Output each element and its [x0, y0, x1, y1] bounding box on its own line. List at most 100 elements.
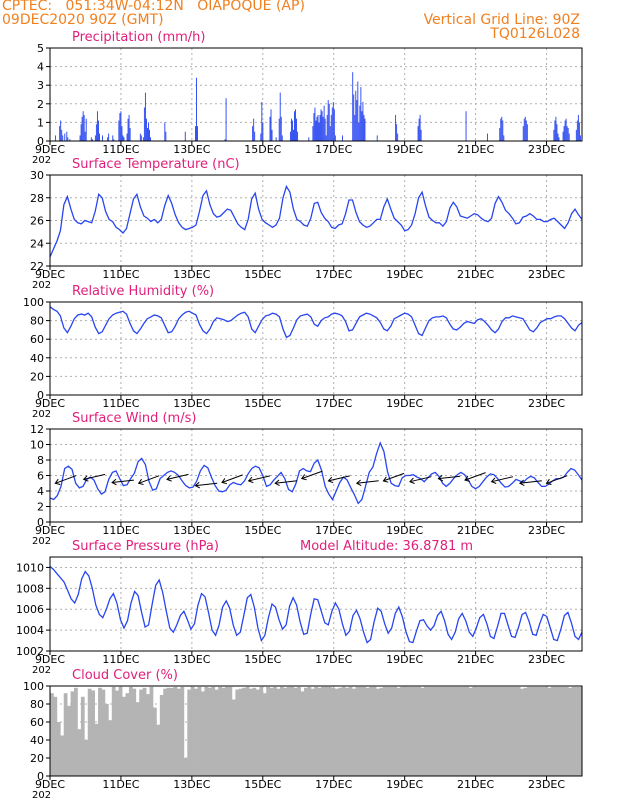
- precip-bar: [80, 124, 82, 141]
- precip-bar: [289, 131, 291, 141]
- pressure-title: Surface Pressure (hPa): [72, 539, 219, 554]
- wind-arrow-head: [437, 474, 444, 482]
- cloud-bar: [176, 688, 181, 776]
- precip-bar: [61, 129, 63, 141]
- cloud-bar: [578, 686, 583, 776]
- cloud-bar: [139, 689, 144, 776]
- cloud-bar: [98, 687, 102, 776]
- precip-bar: [97, 120, 99, 141]
- cloud-bar: [444, 686, 449, 776]
- precipitation-ytick-label: 0: [37, 135, 44, 148]
- cloud-bar: [492, 686, 497, 776]
- precip-bar: [269, 116, 271, 141]
- cloud-bar: [225, 686, 229, 776]
- precip-bar: [397, 133, 399, 141]
- humidity-ytick-label: 20: [30, 370, 44, 383]
- pressure-ytick-label: 1008: [16, 582, 44, 595]
- cloud-bar: [461, 686, 466, 776]
- precip-bar: [316, 116, 318, 141]
- precip-bar: [558, 137, 560, 141]
- wind-arrow: [221, 474, 243, 483]
- pressure-xtick-label: 19DEC: [386, 653, 423, 666]
- precip-bar: [579, 135, 581, 141]
- precip-bar: [317, 114, 319, 141]
- precipitation-ytick-label: 3: [37, 79, 44, 92]
- precip-bar: [112, 135, 114, 141]
- cloud-bar: [77, 729, 82, 776]
- cloud-bar: [554, 686, 559, 776]
- cloud-bar: [50, 693, 54, 776]
- cloud-bar: [372, 686, 377, 776]
- cloud-bar: [321, 686, 325, 776]
- wind-arrow-head: [247, 476, 254, 484]
- cloud-bar: [125, 693, 130, 776]
- temperature-xtick-label: 15DEC: [244, 268, 281, 281]
- precip-bar: [69, 139, 71, 141]
- precip-bar: [195, 126, 196, 141]
- precip-bar: [148, 122, 149, 141]
- wind-line: [49, 441, 583, 505]
- cloud-bar: [283, 687, 288, 776]
- wind-arrow-head: [545, 478, 552, 485]
- cloud-bar: [331, 687, 336, 776]
- humidity-xtick-label: 15DEC: [244, 397, 281, 410]
- wind-xtick-label: 13DEC: [173, 524, 210, 537]
- precipitation-xtick-label: 15DEC: [244, 143, 281, 156]
- precip-bar: [85, 118, 87, 141]
- precip-bar: [81, 116, 83, 141]
- cloud-bar: [382, 686, 387, 776]
- wind-ytick-label: 10: [30, 439, 44, 452]
- precip-bar: [325, 135, 327, 141]
- wind-arrow-head: [221, 478, 228, 485]
- precip-bar: [129, 127, 131, 141]
- cloud-bar: [194, 688, 198, 776]
- precip-bar: [62, 135, 64, 141]
- precip-bar: [417, 126, 419, 141]
- cloud-bar: [530, 686, 535, 776]
- cloud-bar: [67, 705, 71, 776]
- precipitation-xtick-label: 13DEC: [173, 143, 210, 156]
- cloud-bar: [509, 686, 514, 776]
- cloud-bar: [369, 686, 373, 776]
- cloud-bar: [400, 686, 404, 776]
- wind-xtick-label: 17DEC: [315, 524, 352, 537]
- cloud-bar: [314, 686, 319, 776]
- cloud-bar: [115, 690, 119, 776]
- cloud-bar: [173, 686, 178, 776]
- wind-xtick-label: 15DEC: [244, 524, 281, 537]
- precip-bar: [95, 124, 97, 141]
- precip-bar: [322, 116, 324, 141]
- cloud-bar: [53, 696, 58, 776]
- precipitation-ytick-label: 5: [37, 42, 44, 55]
- precip-bar: [500, 118, 502, 141]
- precip-bar: [293, 129, 294, 141]
- cloud-bar: [266, 686, 271, 776]
- cloud-bar: [132, 688, 137, 776]
- precip-bar: [261, 101, 263, 141]
- precip-bar: [121, 126, 123, 141]
- cloud-bar: [211, 686, 216, 776]
- cloud-bar: [362, 686, 367, 776]
- cloud-bar: [520, 688, 524, 776]
- precip-bar: [523, 118, 525, 141]
- cloud-cover-xtick-label: 23DEC: [528, 778, 565, 791]
- precip-bar: [566, 126, 568, 141]
- humidity-ytick-label: 60: [30, 333, 44, 346]
- cloud-bar: [156, 724, 161, 776]
- cloud-bar: [128, 686, 133, 776]
- precip-bar: [102, 135, 103, 141]
- cloud-bar: [413, 686, 418, 776]
- pressure-frame: [49, 556, 583, 652]
- pressure-xtick-label: 11DEC: [102, 653, 139, 666]
- temperature-ytick-label: 28: [30, 192, 44, 205]
- cloud-bar: [561, 686, 566, 776]
- precipitation-xtick-label: 17DEC: [315, 143, 352, 156]
- wind-arrow-head: [274, 479, 280, 487]
- precip-bar: [576, 120, 578, 141]
- cloud-bar: [80, 696, 85, 776]
- cloud-cover-xtick-label: 21DEC: [457, 778, 494, 791]
- precip-bar: [342, 135, 343, 141]
- cloud-bar: [348, 686, 353, 776]
- precip-bar: [487, 133, 488, 141]
- precip-bar: [278, 118, 280, 141]
